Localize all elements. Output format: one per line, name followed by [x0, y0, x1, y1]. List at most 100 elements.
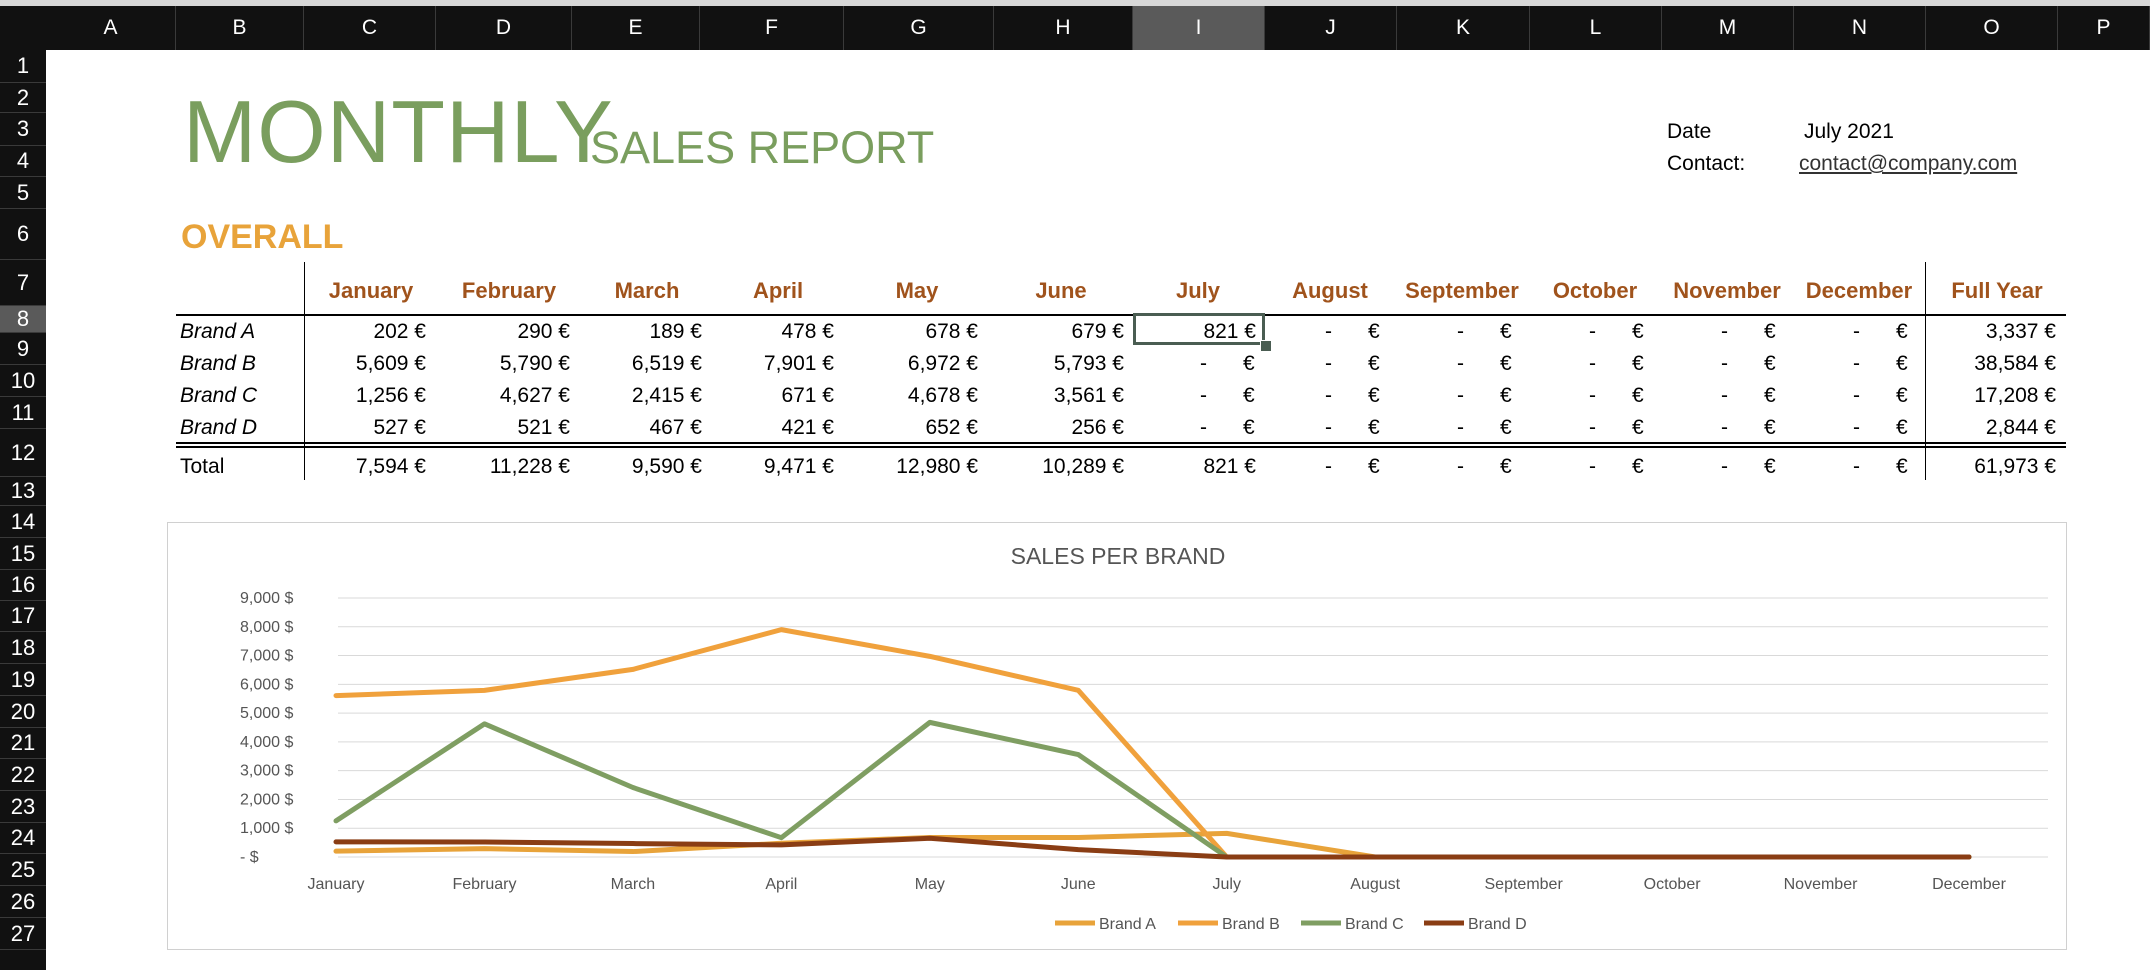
cell-r3-m9-currency[interactable]: € — [1632, 416, 1644, 439]
column-header-p[interactable]: P — [2058, 6, 2150, 50]
total-m1[interactable]: 11,228 € — [489, 455, 570, 478]
column-header-o[interactable]: O — [1926, 6, 2058, 50]
row-header-16[interactable]: 16 — [0, 570, 46, 601]
cell-r2-m11-dash[interactable]: - — [1853, 384, 1860, 407]
cell-r3-m11-dash[interactable]: - — [1853, 416, 1860, 439]
row-header-21[interactable]: 21 — [0, 728, 46, 759]
column-header-a[interactable]: A — [46, 6, 176, 50]
column-header-e[interactable]: E — [572, 6, 700, 50]
cell-r3-m6-currency[interactable]: € — [1243, 416, 1255, 439]
row-header-22[interactable]: 22 — [0, 759, 46, 791]
cell-r0-m6[interactable]: 821 € — [1203, 320, 1256, 343]
cell-r1-m2[interactable]: 6,519 € — [631, 352, 702, 375]
cell-r2-m9-currency[interactable]: € — [1632, 384, 1644, 407]
cell-r2-m5[interactable]: 3,561 € — [1053, 384, 1124, 407]
row-header-24[interactable]: 24 — [0, 823, 46, 854]
row-header-17[interactable]: 17 — [0, 601, 46, 632]
cell-r3-m9-dash[interactable]: - — [1589, 416, 1596, 439]
cell-r1-m7-dash[interactable]: - — [1325, 352, 1332, 375]
date-value[interactable]: July 2021 — [1804, 120, 1894, 143]
column-header-c[interactable]: C — [304, 6, 436, 50]
total-m11-currency[interactable]: € — [1896, 455, 1908, 478]
cell-r0-m0[interactable]: 202 € — [373, 320, 426, 343]
cell-r3-m4[interactable]: 652 € — [925, 416, 978, 439]
column-header-j[interactable]: J — [1265, 6, 1397, 50]
contact-email-link[interactable]: contact@company.com — [1799, 152, 2018, 175]
cell-r1-m4[interactable]: 6,972 € — [907, 352, 978, 375]
cell-r3-m5[interactable]: 256 € — [1071, 416, 1124, 439]
row-header-3[interactable]: 3 — [0, 113, 46, 146]
column-header-d[interactable]: D — [436, 6, 572, 50]
cell-r2-m2[interactable]: 2,415 € — [631, 384, 702, 407]
cell-r3-m10-currency[interactable]: € — [1764, 416, 1776, 439]
cell-r2-m7-currency[interactable]: € — [1368, 384, 1380, 407]
row-header-5[interactable]: 5 — [0, 177, 46, 209]
cell-r2-m8-dash[interactable]: - — [1457, 384, 1464, 407]
column-header-l[interactable]: L — [1530, 6, 1662, 50]
cell-r0-m8-currency[interactable]: € — [1500, 320, 1512, 343]
row-header-9[interactable]: 9 — [0, 333, 46, 365]
cell-r1-m5[interactable]: 5,793 € — [1053, 352, 1124, 375]
total-m5[interactable]: 10,289 € — [1042, 455, 1124, 478]
cell-r2-m11-currency[interactable]: € — [1896, 384, 1908, 407]
row-header-18[interactable]: 18 — [0, 632, 46, 664]
cell-r0-m3[interactable]: 478 € — [781, 320, 834, 343]
selected-cell-I8[interactable] — [1133, 313, 1265, 345]
row-header-8[interactable]: 8 — [0, 306, 46, 333]
cell-r2-m6-currency[interactable]: € — [1243, 384, 1255, 407]
fill-handle[interactable] — [1260, 340, 1272, 352]
row-header-26[interactable]: 26 — [0, 886, 46, 918]
cell-r1-m6-currency[interactable]: € — [1243, 352, 1255, 375]
total-m8-dash[interactable]: - — [1457, 455, 1464, 478]
row-header-15[interactable]: 15 — [0, 538, 46, 570]
cell-r0-m10-currency[interactable]: € — [1764, 320, 1776, 343]
total-m7-dash[interactable]: - — [1325, 455, 1332, 478]
total-m3[interactable]: 9,471 € — [763, 455, 834, 478]
row-header-7[interactable]: 7 — [0, 260, 46, 306]
total-m2[interactable]: 9,590 € — [631, 455, 702, 478]
column-header-g[interactable]: G — [844, 6, 994, 50]
cell-r1-m8-currency[interactable]: € — [1500, 352, 1512, 375]
cell-r1-m0[interactable]: 5,609 € — [355, 352, 426, 375]
column-header-n[interactable]: N — [1794, 6, 1926, 50]
cell-r2-m4[interactable]: 4,678 € — [907, 384, 978, 407]
cell-r2-m3[interactable]: 671 € — [781, 384, 834, 407]
cell-r0-m7-dash[interactable]: - — [1325, 320, 1332, 343]
cell-r3-m0[interactable]: 527 € — [373, 416, 426, 439]
total-m4[interactable]: 12,980 € — [896, 455, 978, 478]
sales-chart[interactable]: SALES PER BRAND 9,000 $ 8,000 $ 7,000 $ 6,0… — [167, 522, 2067, 950]
cell-r2-m8-currency[interactable]: € — [1500, 384, 1512, 407]
cell-r3-m1[interactable]: 521 € — [517, 416, 570, 439]
cell-r2-m10-dash[interactable]: - — [1721, 384, 1728, 407]
row-header-2[interactable]: 2 — [0, 83, 46, 113]
cell-r1-m1[interactable]: 5,790 € — [499, 352, 570, 375]
cell-r1-full-year[interactable]: 38,584 € — [1974, 352, 2056, 375]
cell-r2-full-year[interactable]: 17,208 € — [1974, 384, 2056, 407]
cell-r3-m2[interactable]: 467 € — [649, 416, 702, 439]
cell-r3-m10-dash[interactable]: - — [1721, 416, 1728, 439]
cell-r0-m10-dash[interactable]: - — [1721, 320, 1728, 343]
cell-r3-m11-currency[interactable]: € — [1896, 416, 1908, 439]
cell-r1-m6-dash[interactable]: - — [1200, 352, 1207, 375]
cell-r0-m7-currency[interactable]: € — [1368, 320, 1380, 343]
column-header-i[interactable]: I — [1133, 6, 1265, 50]
row-header-10[interactable]: 10 — [0, 365, 46, 397]
total-m6[interactable]: 821 € — [1203, 455, 1256, 478]
total-m11-dash[interactable]: - — [1853, 455, 1860, 478]
row-header-23[interactable]: 23 — [0, 791, 46, 823]
brand-label-3[interactable]: Brand D — [180, 416, 258, 439]
row-header-12[interactable]: 12 — [0, 429, 46, 477]
cell-r0-m11-dash[interactable]: - — [1853, 320, 1860, 343]
cell-r3-full-year[interactable]: 2,844 € — [1985, 416, 2056, 439]
cell-r0-m1[interactable]: 290 € — [517, 320, 570, 343]
cell-r0-m5[interactable]: 679 € — [1071, 320, 1124, 343]
total-label[interactable]: Total — [180, 455, 225, 478]
row-header-27[interactable]: 27 — [0, 918, 46, 950]
cell-r1-m7-currency[interactable]: € — [1368, 352, 1380, 375]
cell-r0-m11-currency[interactable]: € — [1896, 320, 1908, 343]
row-header-13[interactable]: 13 — [0, 477, 46, 506]
cell-r1-m10-dash[interactable]: - — [1721, 352, 1728, 375]
cell-r1-m10-currency[interactable]: € — [1764, 352, 1776, 375]
cell-r2-m7-dash[interactable]: - — [1325, 384, 1332, 407]
cell-r2-m10-currency[interactable]: € — [1764, 384, 1776, 407]
